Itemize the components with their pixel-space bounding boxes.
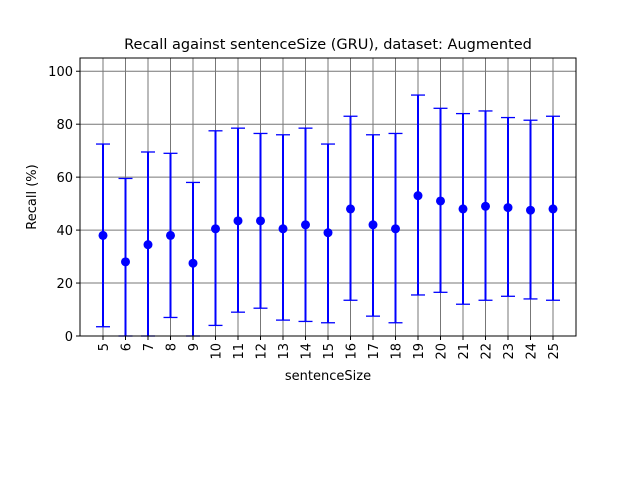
data-point bbox=[346, 204, 355, 214]
data-point bbox=[481, 201, 490, 211]
data-point bbox=[256, 216, 265, 226]
x-tick-label: 10 bbox=[210, 343, 225, 360]
data-point bbox=[143, 240, 153, 250]
data-point bbox=[301, 220, 310, 230]
x-tick-label: 9 bbox=[187, 343, 202, 351]
x-tick-label: 19 bbox=[412, 343, 427, 360]
y-tick-label: 40 bbox=[56, 224, 73, 239]
y-tick-label: 0 bbox=[65, 330, 73, 345]
data-point bbox=[503, 203, 513, 213]
data-point bbox=[548, 204, 558, 214]
x-tick-label: 20 bbox=[435, 343, 450, 360]
data-point bbox=[526, 205, 535, 215]
x-tick-label: 6 bbox=[120, 343, 135, 351]
x-tick-label: 22 bbox=[480, 343, 495, 360]
y-tick-label: 20 bbox=[56, 277, 73, 292]
x-tick-label: 12 bbox=[255, 343, 270, 360]
x-tick-label: 17 bbox=[367, 343, 382, 360]
data-point bbox=[166, 230, 175, 240]
axes: 0 20 40 60 80 100 5 6 7 8 9 10 11 12 13 14 15 16 17 18 19 20 2… bbox=[48, 65, 562, 359]
x-tick-label: 16 bbox=[345, 343, 360, 360]
x-tick-label: 21 bbox=[457, 343, 472, 360]
data-point bbox=[413, 191, 423, 201]
x-tick-label: 13 bbox=[277, 343, 292, 360]
x-tick-label: 18 bbox=[390, 343, 405, 360]
x-tick-label: 7 bbox=[142, 343, 157, 351]
y-tick-label: 80 bbox=[56, 118, 73, 133]
data-point bbox=[188, 258, 198, 268]
x-tick-label: 15 bbox=[322, 343, 337, 360]
chart-title: Recall against sentenceSize (GRU), datas… bbox=[124, 37, 532, 53]
x-tick-label: 8 bbox=[165, 343, 180, 351]
data-point bbox=[278, 224, 288, 234]
x-axis-label: sentenceSize bbox=[285, 369, 371, 384]
data-point bbox=[391, 224, 400, 234]
data-point bbox=[233, 216, 243, 226]
x-tick-label: 25 bbox=[547, 343, 562, 360]
x-tick-label: 11 bbox=[232, 343, 247, 360]
data-point bbox=[98, 230, 108, 240]
series-layer bbox=[96, 94, 560, 337]
data-point bbox=[368, 220, 378, 230]
x-tick-label: 24 bbox=[525, 343, 540, 360]
data-point bbox=[323, 228, 333, 238]
y-tick-label: 60 bbox=[56, 171, 73, 186]
x-tick-label: 14 bbox=[300, 343, 315, 360]
data-point bbox=[121, 257, 130, 267]
x-tick-label: 23 bbox=[502, 343, 517, 360]
data-point bbox=[211, 224, 220, 234]
data-point bbox=[436, 196, 445, 206]
y-tick-label: 100 bbox=[48, 65, 73, 80]
data-point bbox=[458, 204, 468, 214]
x-tick-label: 5 bbox=[97, 343, 112, 351]
y-axis-label: Recall (%) bbox=[25, 164, 40, 229]
